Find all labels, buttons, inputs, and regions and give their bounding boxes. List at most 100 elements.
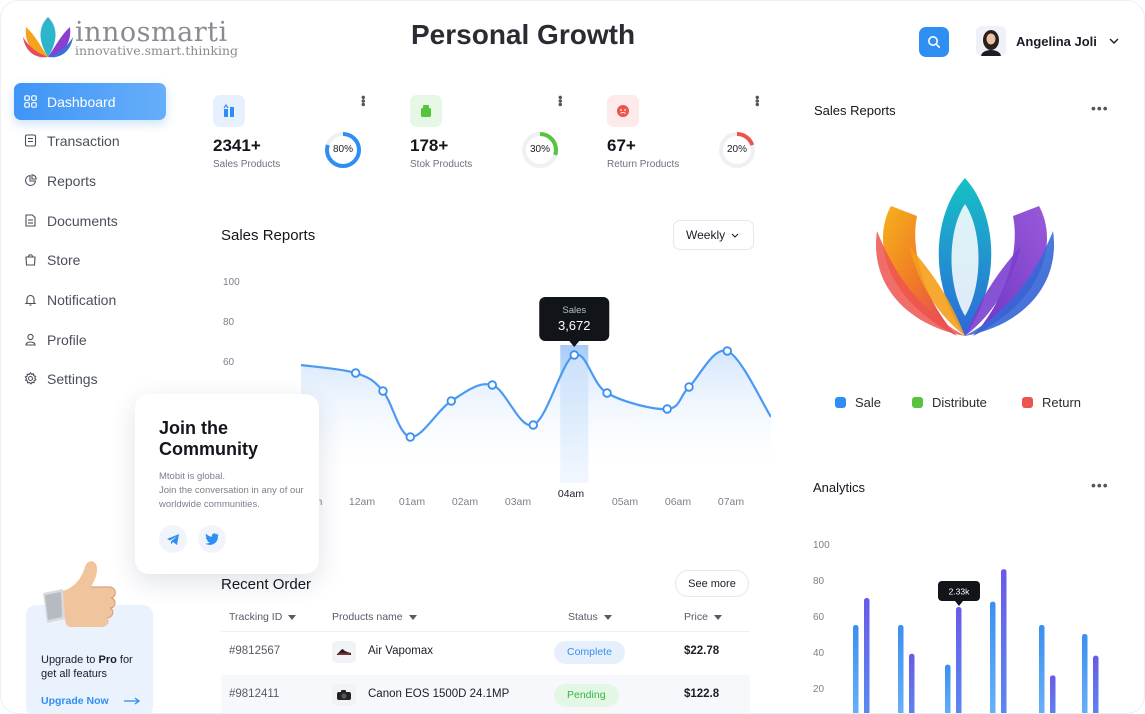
- analytics-bar: [945, 664, 951, 713]
- document-icon: [24, 214, 38, 228]
- sales-point: [378, 386, 388, 396]
- telegram-button[interactable]: [159, 525, 187, 553]
- sales-line-chart: 1008060m12am01am02am03am04am05am06am07am…: [223, 277, 771, 508]
- sidebar-item-label: Profile: [47, 331, 87, 348]
- community-title: Join the Community: [159, 418, 258, 459]
- ring-progress: [719, 132, 755, 168]
- gear-icon: [24, 372, 38, 386]
- receipt-icon: [24, 134, 38, 148]
- sidebar-item-reports[interactable]: Reports: [14, 162, 166, 199]
- search-button[interactable]: [919, 27, 949, 57]
- stat-label: Stok Products: [410, 159, 473, 170]
- sidebar-item-notification[interactable]: Notification: [14, 281, 166, 318]
- more-options-button[interactable]: •••: [1091, 100, 1109, 116]
- ring-progress: [325, 132, 361, 168]
- y-tick-label: 100: [813, 540, 830, 551]
- column-status[interactable]: Status: [568, 611, 612, 623]
- page-title: Personal Growth: [411, 19, 636, 50]
- analytics-bar: [956, 607, 962, 713]
- analytics-more-button[interactable]: •••: [1091, 477, 1109, 493]
- sales-point: [350, 368, 361, 378]
- community-description: Mtobit is global. Join the conversation …: [159, 470, 307, 512]
- twitter-button[interactable]: [198, 525, 226, 553]
- sidebar-item-label: Documents: [47, 212, 118, 229]
- table-row[interactable]: #9812567 Air Vapomax Complete $22.78: [221, 632, 750, 672]
- ring-progress: [522, 132, 558, 168]
- sales-arrows-icon: [223, 104, 234, 117]
- tooltip-value: 3,672: [558, 318, 591, 333]
- sidebar-item-label: Reports: [47, 172, 97, 189]
- sidebar-item-dashboard[interactable]: Dashboard: [14, 83, 166, 120]
- column-product-name[interactable]: Products name: [332, 611, 417, 623]
- user-menu[interactable]: Angelina Joli: [976, 26, 1119, 56]
- upgrade-now-link[interactable]: Upgrade Now: [41, 695, 141, 707]
- sales-report-title: Sales Reports: [221, 227, 316, 244]
- sidebar-item-settings[interactable]: Settings: [14, 361, 166, 398]
- brand-logo[interactable]: innosmarti innovative.smart.thinking: [21, 13, 238, 65]
- pie-chart-icon: [24, 174, 38, 188]
- analytics-bar: [864, 598, 870, 713]
- arrow-right-icon: [123, 697, 140, 705]
- sales-area: [301, 350, 771, 481]
- legend-swatch: [1022, 397, 1033, 408]
- status-badge: Complete: [554, 641, 625, 664]
- y-tick-label: 20: [813, 684, 825, 695]
- lotus-graphic: [875, 178, 1055, 336]
- x-tick-label: 07am: [718, 496, 745, 508]
- right-sales-report-title: Sales Reports: [814, 103, 896, 118]
- x-tick-label: 12am: [349, 496, 376, 508]
- y-tick-label: 100: [223, 277, 240, 288]
- community-line-2: Join the conversation in any of our worl…: [159, 485, 304, 510]
- tooltip-value: 2.33k: [949, 587, 971, 597]
- analytics-bar: [1039, 625, 1045, 713]
- brand-name: innosmarti: [75, 17, 228, 48]
- box-icon: [421, 105, 431, 117]
- stat-more-button[interactable]: •••: [355, 95, 371, 106]
- product-name: Air Vapomax: [368, 645, 433, 657]
- sales-point: [405, 432, 416, 442]
- stat-progress-ring: [325, 132, 361, 168]
- stat-progress-ring: [719, 132, 755, 168]
- bell-icon: [24, 293, 38, 307]
- sidebar-item-profile[interactable]: Profile: [14, 321, 166, 358]
- stat-more-button[interactable]: •••: [552, 95, 568, 106]
- telegram-icon: [167, 533, 179, 545]
- stat-value: 178+: [410, 136, 449, 155]
- column-price[interactable]: Price: [684, 611, 722, 623]
- tooltip-arrow: [569, 341, 580, 347]
- sidebar-item-store[interactable]: Store: [14, 242, 166, 279]
- recent-order-title: Recent Order: [221, 576, 312, 593]
- stat-value: 67+: [607, 136, 636, 155]
- sales-point: [722, 346, 732, 356]
- orders-table-header: Tracking ID Products name Status Price: [221, 602, 750, 632]
- sidebar-item-label: Transaction: [47, 133, 120, 150]
- x-tick-label: 03am: [505, 496, 532, 508]
- tooltip-arrow: [955, 601, 963, 606]
- legend-return: Return: [1022, 395, 1081, 410]
- analytics-bar: [853, 625, 859, 713]
- stat-percent: 30%: [529, 144, 550, 155]
- analytics-bar: [898, 625, 904, 713]
- lotus-logo-icon: [23, 17, 73, 58]
- upgrade-text-post: for get all featurs: [41, 654, 133, 680]
- sidebar-item-label: Dashboard: [47, 93, 116, 110]
- sidebar-item-transaction[interactable]: Transaction: [14, 123, 166, 160]
- stat-percent: 20%: [726, 144, 747, 155]
- legend-swatch: [912, 397, 923, 408]
- stat-more-button[interactable]: •••: [749, 95, 765, 106]
- store-icon: [24, 253, 38, 267]
- y-tick-label: 60: [813, 612, 825, 623]
- community-card: Join the Community Mtobit is global. Joi…: [135, 394, 319, 574]
- sidebar-item-documents[interactable]: Documents: [14, 202, 166, 239]
- column-tracking-id[interactable]: Tracking ID: [229, 611, 296, 623]
- legend-sale: Sale: [835, 395, 881, 410]
- x-tick-label: 01am: [399, 496, 426, 508]
- period-select[interactable]: Weekly: [673, 220, 754, 250]
- analytics-bar: [909, 653, 915, 713]
- user-name: Angelina Joli: [1016, 33, 1097, 49]
- analytics-title: Analytics: [813, 480, 866, 495]
- product-name: Canon EOS 1500D 24.1MP: [368, 688, 510, 700]
- see-more-button[interactable]: See more: [675, 570, 749, 597]
- table-row[interactable]: #9812411 Canon EOS 1500D 24.1MP Pending …: [221, 675, 750, 713]
- search-icon: [928, 36, 940, 48]
